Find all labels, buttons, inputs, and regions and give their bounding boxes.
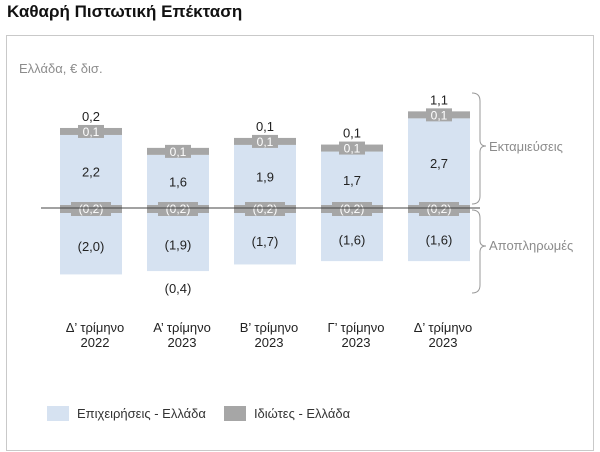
bar-business-repayment: [234, 208, 296, 265]
bar-business-repayment: [60, 208, 122, 275]
category-label: Γ’ τρίμηνο: [327, 320, 384, 335]
label-individuals-disbursement: 0,1: [431, 108, 448, 122]
label-business-repayment: (1,6): [339, 233, 366, 248]
category-year-label: 2023: [342, 335, 371, 350]
label-box-individuals-disbursement: [426, 108, 452, 122]
legend-item-business: Επιχειρήσεις - Ελλάδα: [47, 406, 206, 421]
label-box-individuals-disbursement: [165, 144, 191, 158]
label-business-repayment: (1,6): [426, 233, 453, 248]
label-box-individuals-disbursement: [252, 134, 278, 148]
category-year-label: 2023: [168, 335, 197, 350]
label-individuals-repayment: (0,2): [427, 202, 452, 216]
legend-label-individuals: Ιδιώτες - Ελλάδα: [253, 406, 351, 421]
legend-swatch-business: [47, 406, 69, 421]
label-business-repayment: (1,9): [165, 238, 192, 253]
bar-business-repayment: [321, 208, 383, 262]
label-business-disbursement: 1,9: [256, 169, 274, 184]
legend-swatch-individuals: [223, 406, 246, 421]
page-title: Καθαρή Πιστωτική Επέκταση: [7, 2, 243, 21]
label-business-repayment: (1,7): [252, 234, 279, 249]
label-box-individuals-repayment: [71, 202, 111, 216]
label-individuals-repayment: (0,2): [166, 202, 191, 216]
category-year-label: 2023: [429, 335, 458, 350]
category-label: Β’ τρίμηνο: [240, 320, 299, 335]
label-box-individuals-repayment: [158, 202, 198, 216]
label-net-total: 0,2: [82, 109, 100, 124]
legend-item-individuals: Ιδιώτες - Ελλάδα: [223, 406, 351, 421]
bar-business-disbursement: [321, 151, 383, 208]
bar-business-disbursement: [408, 118, 470, 208]
label-individuals-repayment: (0,2): [253, 202, 278, 216]
category-label: Α’ τρίμηνο: [153, 320, 211, 335]
label-box-individuals-repayment: [245, 202, 285, 216]
bar-business-disbursement: [147, 154, 209, 208]
bar-business-disbursement: [234, 144, 296, 208]
label-individuals-disbursement: 0,1: [170, 145, 187, 159]
label-individuals-disbursement: 0,1: [257, 135, 274, 149]
label-net-total: (0,4): [165, 281, 192, 296]
label-individuals-repayment: (0,2): [340, 202, 365, 216]
category-year-label: 2022: [81, 335, 110, 350]
legend-label-business: Επιχειρήσεις - Ελλάδα: [77, 406, 206, 421]
label-box-individuals-repayment: [419, 202, 459, 216]
label-net-total: 0,1: [343, 126, 361, 141]
category-label: Δ’ τρίμηνο: [66, 320, 125, 335]
label-box-individuals-repayment: [332, 202, 372, 216]
category-label: Δ’ τρίμηνο: [414, 320, 473, 335]
bracket-repayments: [471, 209, 487, 294]
label-net-total: 1,1: [430, 92, 448, 107]
label-box-individuals-disbursement: [339, 141, 365, 155]
label-net-total: 0,1: [256, 119, 274, 134]
label-business-disbursement: 2,2: [82, 164, 100, 179]
label-box-individuals-disbursement: [78, 124, 104, 138]
chart-subtitle: Ελλάδα, € δισ.: [19, 61, 103, 76]
bar-business-repayment: [408, 208, 470, 262]
label-business-repayment: (2,0): [78, 239, 105, 254]
label-business-disbursement: 2,7: [430, 156, 448, 171]
bracket-disbursements: [471, 92, 487, 205]
label-business-disbursement: 1,7: [343, 173, 361, 188]
label-individuals-disbursement: 0,1: [344, 142, 361, 156]
legend: Επιχειρήσεις - Ελλάδα Ιδιώτες - Ελλάδα: [47, 406, 368, 421]
chart-panel: Ελλάδα, € δισ. 2,2 (2,0) 0,1 (0,2) 0,2 Δ’ τρίμ…: [6, 35, 594, 451]
bar-business-repayment: [147, 208, 209, 272]
bracket-label-disbursements: Εκταμιεύσεις: [489, 139, 563, 154]
net-credit-chart: Ελλάδα, € δισ. 2,2 (2,0) 0,1 (0,2) 0,2 Δ’ τρίμ…: [19, 61, 573, 350]
bracket-label-repayments: Αποπληρωμές: [489, 238, 573, 253]
label-individuals-repayment: (0,2): [79, 202, 104, 216]
label-business-disbursement: 1,6: [169, 174, 187, 189]
bar-business-disbursement: [60, 134, 122, 208]
label-individuals-disbursement: 0,1: [83, 125, 100, 139]
category-year-label: 2023: [255, 335, 284, 350]
